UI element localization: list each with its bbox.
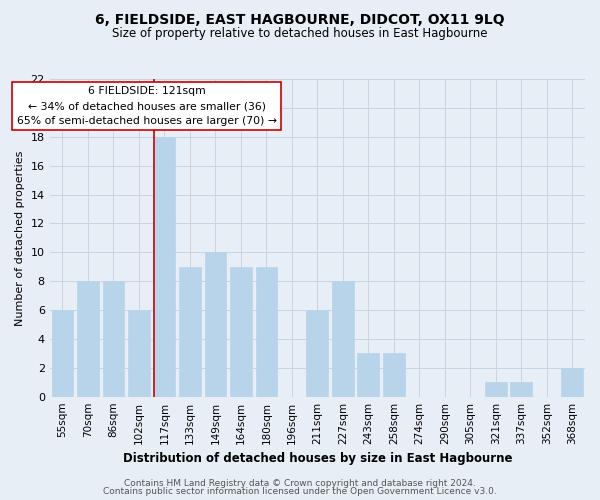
Bar [179,266,201,396]
Bar [332,281,353,396]
Bar [52,310,73,396]
Text: 6 FIELDSIDE: 121sqm
← 34% of detached houses are smaller (36)
65% of semi-detach: 6 FIELDSIDE: 121sqm ← 34% of detached ho… [17,86,277,126]
Bar [103,281,124,396]
Y-axis label: Number of detached properties: Number of detached properties [15,150,25,326]
Text: Contains HM Land Registry data © Crown copyright and database right 2024.: Contains HM Land Registry data © Crown c… [124,478,476,488]
Bar [128,310,150,396]
Bar [256,266,277,396]
Text: Size of property relative to detached houses in East Hagbourne: Size of property relative to detached ho… [112,28,488,40]
Bar [485,382,506,396]
Bar [562,368,583,396]
Bar [205,252,226,396]
Text: Contains public sector information licensed under the Open Government Licence v3: Contains public sector information licen… [103,487,497,496]
Bar [511,382,532,396]
X-axis label: Distribution of detached houses by size in East Hagbourne: Distribution of detached houses by size … [122,452,512,465]
Text: 6, FIELDSIDE, EAST HAGBOURNE, DIDCOT, OX11 9LQ: 6, FIELDSIDE, EAST HAGBOURNE, DIDCOT, OX… [95,12,505,26]
Bar [307,310,328,396]
Bar [358,354,379,397]
Bar [154,137,175,396]
Bar [230,266,251,396]
Bar [383,354,404,397]
Bar [77,281,99,396]
